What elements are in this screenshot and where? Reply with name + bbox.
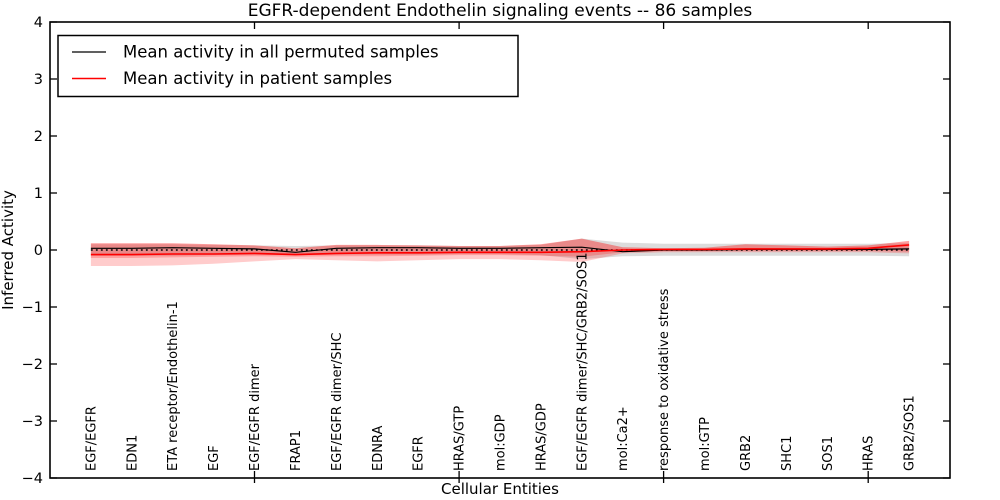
y-axis-label: Inferred Activity: [0, 190, 17, 310]
x-category-label: mol:GDP: [494, 414, 509, 471]
x-category-label: EGF/EGFR dimer: [248, 363, 263, 471]
y-tick-label: −2: [22, 357, 43, 373]
x-category-label: SHC1: [780, 436, 795, 471]
y-tick-label: −4: [22, 471, 43, 487]
x-category-label: ETA receptor/Endothelin-1: [166, 301, 181, 471]
y-tick-label: 3: [34, 72, 43, 88]
x-category-label: mol:Ca2+: [616, 406, 631, 471]
x-category-label: EGF/EGFR: [84, 406, 99, 471]
x-category-label: FRAP1: [289, 430, 304, 471]
x-category-label: EGF/EGFR dimer/SHC/GRB2/SOS1: [575, 253, 590, 472]
plot-border: [49, 21, 951, 479]
y-tick-label: 4: [34, 15, 43, 31]
x-category-label: HRAS: [862, 436, 877, 471]
y-tick-label: 1: [34, 186, 43, 202]
x-category-label: HRAS/GDP: [534, 403, 549, 471]
x-category-label: HRAS/GTP: [453, 406, 468, 471]
x-category-label: mol:GTP: [698, 417, 713, 471]
x-category-label: SOS1: [821, 436, 836, 471]
x-category-label: EDNRA: [371, 426, 386, 471]
x-category-label: response to oxidative stress: [657, 288, 672, 471]
y-tick-label: −1: [22, 300, 43, 316]
x-category-labels: EGF/EGFR EDN1 ETA receptor/Endothelin-1 EGF…: [84, 253, 917, 472]
y-tick-labels: −4 −3 −2 −1 0 1 2 3 4: [22, 15, 43, 487]
y-tick-label: −3: [22, 414, 43, 430]
legend-label-permuted: Mean activity in all permuted samples: [123, 43, 439, 62]
legend-box: [57, 34, 519, 98]
chart-title: EGFR-dependent Endothelin signaling even…: [248, 1, 753, 21]
x-axis-label: Cellular Entities: [441, 480, 559, 498]
series-line-1: [90, 244, 910, 256]
legend: Mean activity in all permuted samples Me…: [57, 34, 519, 98]
x-category-label: EDN1: [125, 435, 140, 471]
y-tick-label: 2: [34, 129, 43, 145]
x-category-label: GRB2/SOS1: [903, 395, 918, 471]
legend-label-patient: Mean activity in patient samples: [123, 69, 392, 88]
x-category-label: GRB2: [739, 435, 754, 471]
series-lines: [90, 244, 910, 256]
y-tick-label: 0: [34, 243, 43, 259]
x-category-label: EGFR: [412, 436, 427, 471]
x-category-label: EGF: [207, 445, 222, 471]
x-category-label: EGF/EGFR dimer/SHC: [330, 333, 345, 471]
